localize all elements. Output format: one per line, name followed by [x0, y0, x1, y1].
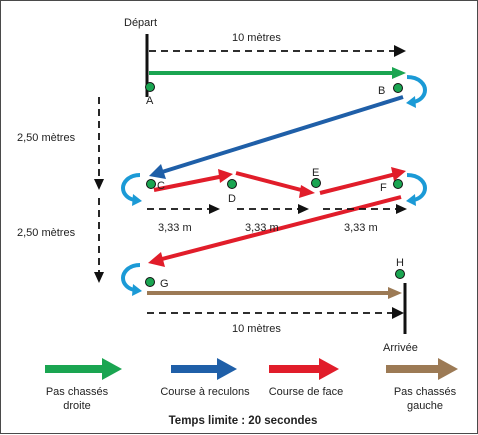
segment-1-label: 3,33 m — [158, 222, 192, 234]
blue-path-arrowhead — [149, 164, 166, 179]
top-distance-label: 10 mètres — [232, 32, 281, 44]
finish-label: Arrivée — [383, 342, 418, 354]
legend-brown-swatch — [386, 365, 442, 373]
cone-c — [146, 179, 156, 189]
legend-green-label: Pas chassés droite — [46, 386, 109, 412]
red-arrowhead-e-to-f — [391, 167, 406, 181]
point-label-h: H — [396, 257, 404, 269]
top-distance-arrowhead — [394, 45, 406, 57]
segment-2-label: 3,33 m — [245, 222, 279, 234]
segment-3-arrowhead — [396, 204, 407, 214]
legend-brown-label: Pas chassés gauche — [394, 386, 457, 412]
cone-b — [393, 83, 403, 93]
vertical-gap-2-label: 2,50 mètres — [17, 227, 76, 239]
legend-blue-swatch — [171, 365, 221, 373]
bottom-distance-label: 10 mètres — [232, 323, 281, 335]
point-label-d: D — [228, 193, 236, 205]
green-path-arrowhead — [392, 67, 406, 79]
point-label-g: G — [160, 278, 169, 290]
blue-path-arrow — [161, 95, 404, 174]
cone-f — [393, 179, 403, 189]
brown-path-arrowhead — [388, 287, 402, 299]
red-arrowhead-f-to-g — [148, 252, 165, 267]
cone-a — [145, 82, 155, 92]
vertical-gap-1-arrowhead — [94, 179, 104, 190]
legend: Pas chassés droite Course à reculons Cour… — [45, 358, 458, 412]
turn-icon-b — [406, 75, 428, 108]
red-path-c-to-d — [153, 174, 225, 192]
point-label-e: E — [312, 167, 319, 179]
legend-green-arrowhead — [102, 358, 122, 380]
vertical-gap-1-label: 2,50 mètres — [17, 132, 76, 144]
cone-e — [311, 178, 321, 188]
cone-d — [227, 179, 237, 189]
point-label-b: B — [378, 85, 385, 97]
vertical-gap-2-arrowhead — [94, 272, 104, 283]
legend-green-swatch — [45, 365, 105, 373]
red-path-f-to-g — [161, 195, 402, 261]
legend-blue-label: Course à reculons — [160, 386, 250, 398]
segment-2-arrowhead — [298, 204, 309, 214]
red-path-e-to-f — [319, 172, 397, 195]
legend-brown-arrowhead — [438, 358, 458, 380]
legend-red-swatch — [269, 365, 323, 373]
bottom-distance-arrowhead — [392, 307, 404, 319]
legend-red-arrowhead — [319, 358, 339, 380]
turn-icon-f — [406, 173, 428, 206]
legend-red-label: Course de face — [269, 386, 344, 398]
legend-blue-arrowhead — [217, 358, 237, 380]
turn-icon-g — [120, 263, 142, 296]
point-label-c: C — [157, 180, 165, 192]
red-arrowhead-c-to-d — [218, 169, 233, 183]
red-arrowhead-d-to-e — [299, 185, 315, 198]
segment-1-arrowhead — [209, 204, 220, 214]
point-label-f: F — [380, 182, 387, 194]
point-label-a: A — [146, 95, 154, 107]
red-path-d-to-e — [235, 171, 306, 193]
segment-3-label: 3,33 m — [344, 222, 378, 234]
cone-g — [145, 277, 155, 287]
time-limit-label: Temps limite : 20 secondes — [169, 415, 318, 427]
cone-h — [395, 269, 405, 279]
start-label: Départ — [124, 17, 157, 29]
turn-icon-c — [120, 173, 142, 206]
